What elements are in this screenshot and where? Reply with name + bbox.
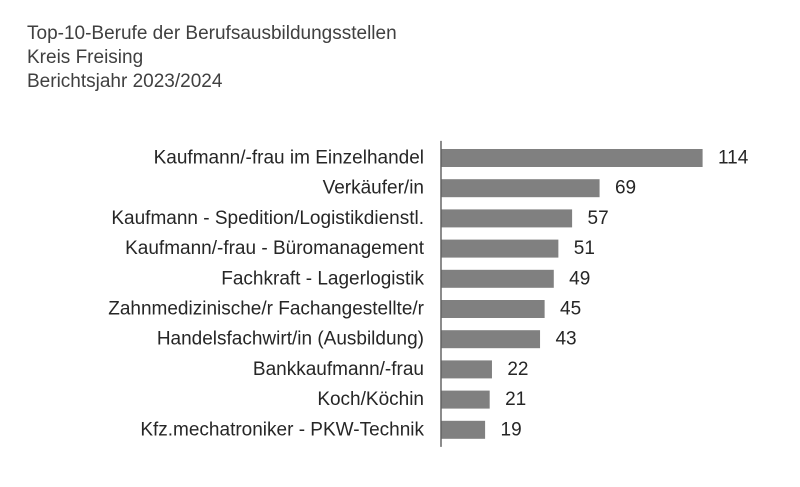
chart-subtitle-year: Berichtsjahr 2023/2024 [27,71,223,92]
bar [441,330,541,349]
bar [441,420,486,439]
value-label: 114 [718,148,749,169]
category-label: Zahnmedizinische/r Fachangestellte/r [108,299,424,320]
bar [441,360,492,379]
bar [441,390,490,409]
value-label: 57 [588,208,609,229]
value-label: 45 [560,299,581,320]
value-label: 43 [555,329,576,350]
category-label: Kaufmann - Spedition/Logistikdienstl. [111,208,424,229]
category-label: Koch/Köchin [317,389,424,410]
category-label: Fachkraft - Lagerlogistik [221,268,424,289]
value-label: 22 [507,359,528,380]
chart-subtitle-region: Kreis Freising [27,47,144,68]
bar [441,179,600,198]
bar [441,239,559,258]
category-label: Kaufmann/-frau - Büromanagement [125,238,425,259]
category-label: Kaufmann/-frau im Einzelhandel [154,148,424,169]
value-label: 49 [569,268,590,289]
category-label: Kfz.mechatroniker - PKW-Technik [140,419,424,440]
value-label: 21 [505,389,526,410]
bar [441,149,703,167]
bar [441,300,545,318]
category-label: Verkäufer/in [323,178,424,199]
chart-title: Top-10-Berufe der Berufsausbildungsstell… [27,23,397,44]
value-label: 19 [501,419,522,440]
value-label: 69 [615,178,636,199]
category-label: Handelsfachwirt/in (Ausbildung) [157,329,424,350]
bar [441,209,573,228]
bar [441,269,554,288]
value-label: 51 [574,238,595,259]
category-label: Bankkaufmann/-frau [253,359,424,380]
chart-title-block: Top-10-Berufe der Berufsausbildungsstell… [27,22,397,94]
